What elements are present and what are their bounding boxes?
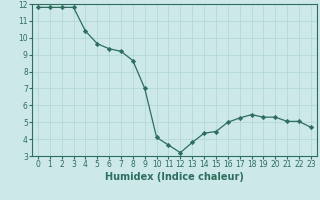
X-axis label: Humidex (Indice chaleur): Humidex (Indice chaleur) <box>105 172 244 182</box>
